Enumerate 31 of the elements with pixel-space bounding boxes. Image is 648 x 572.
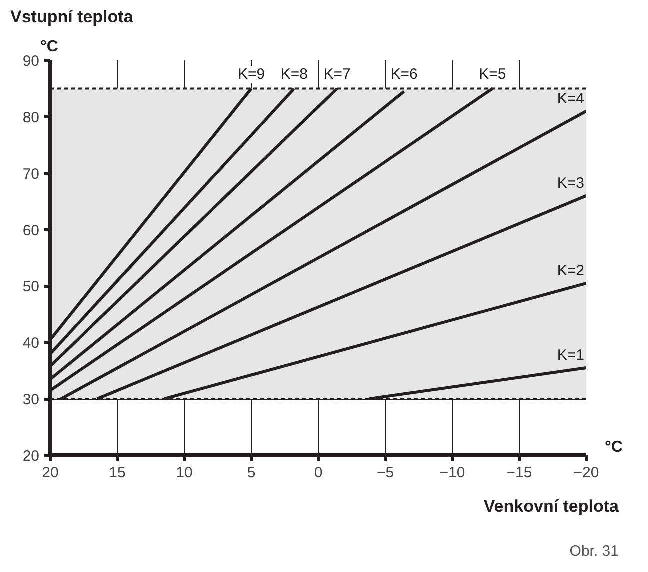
x-tick-label: −5	[376, 464, 394, 482]
series-label: K=9	[238, 66, 266, 83]
x-tick-label: 5	[247, 464, 256, 482]
text: °C	[605, 438, 623, 458]
y-tick-label: 50	[22, 278, 40, 296]
series-label: K=4	[557, 90, 584, 108]
y-tick-label: 70	[22, 166, 40, 183]
x-tick-label: −15	[506, 464, 532, 482]
y-tick-label: 60	[22, 222, 40, 240]
x-tick-label: 10	[176, 464, 193, 482]
y-tick-label: 90	[22, 53, 40, 70]
x-tick-label: −20	[574, 464, 600, 482]
chart-title: Vstupní teplota	[10, 8, 134, 26]
series-label: K=2	[557, 262, 584, 280]
y-tick-label: 30	[22, 392, 40, 409]
x-tick-label: −10	[440, 464, 466, 482]
y-tick-label: 20	[22, 448, 40, 465]
text: Obr. 31	[570, 542, 619, 562]
y-tick-label: 80	[22, 109, 40, 126]
series-label: K=5	[479, 66, 506, 83]
y-tick-label: 40	[22, 335, 40, 352]
series-label: K=6	[390, 66, 418, 83]
y-axis-title: °C	[40, 38, 59, 56]
x-tick-label: 20	[42, 464, 59, 482]
series-label: K=1	[557, 347, 584, 364]
x-tick-label: 15	[109, 464, 126, 482]
x-tick-label: 0	[314, 464, 323, 482]
series-label: K=3	[557, 174, 584, 192]
series-label: K=7	[324, 66, 351, 83]
x-axis-title: Venkovní teplota	[484, 496, 619, 518]
series-label: K=8	[280, 66, 308, 83]
